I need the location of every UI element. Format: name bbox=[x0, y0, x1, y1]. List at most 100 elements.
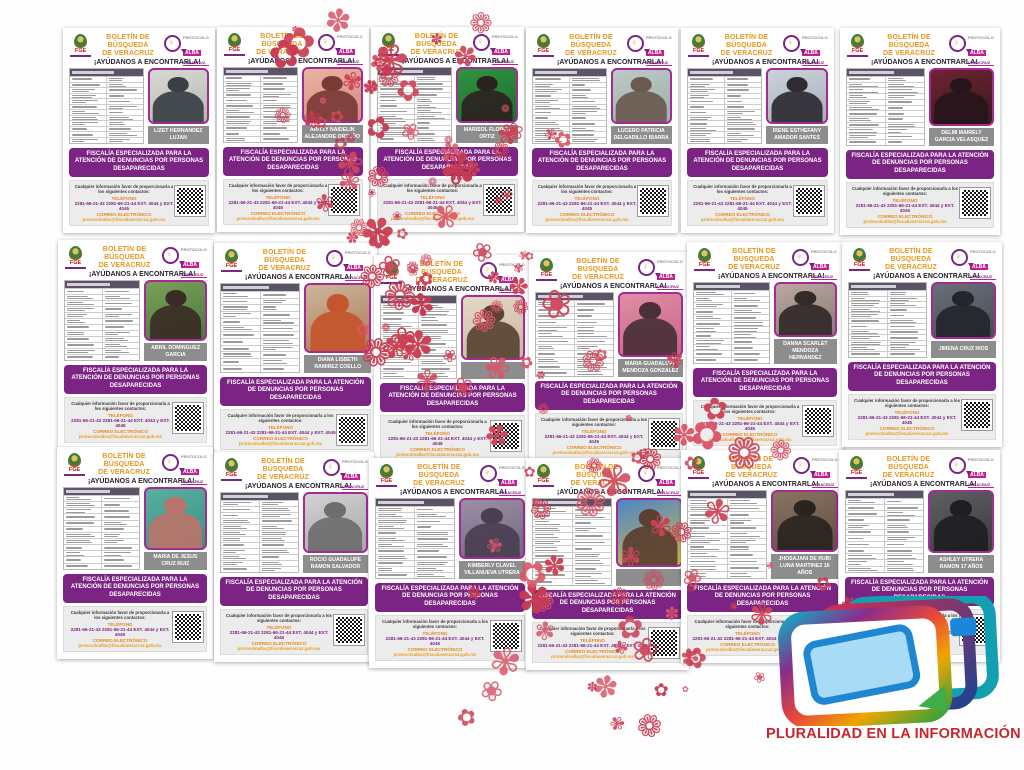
victim-name: MARIA DE JESUS CRUZ RUIZ bbox=[143, 551, 207, 570]
email-address: protocoloalba@fiscaliaveracruz.gob.mx bbox=[82, 217, 166, 222]
alba-pin-tail bbox=[178, 261, 185, 266]
pluralidad-logo: PLURALIDAD EN LA INFORMACIÓN bbox=[766, 591, 1021, 754]
fge-bar bbox=[536, 279, 557, 282]
phone-label: TELÉFONO bbox=[107, 621, 133, 627]
contact-box: Cualquier información favor de proporcio… bbox=[848, 394, 996, 440]
bulletin-header: FGE BOLETÍN DE BÚSQUEDA DE VERACRUZ ¡AYÚD… bbox=[846, 34, 994, 66]
email-label: CORREO ELECTRÓNICO bbox=[720, 642, 775, 647]
fge-crest-icon bbox=[540, 258, 553, 272]
victim-name: LIZET HERNANDEZ LUJAN bbox=[147, 125, 209, 144]
table-row bbox=[694, 338, 769, 345]
phone-numbers: 2281-66-21-43 2281-66-21-44 EXT. 4044 y … bbox=[383, 199, 482, 210]
protocolo-alba-logo: PROTOCOLO ALBA VERACRUZ bbox=[951, 249, 996, 280]
table-row bbox=[65, 341, 140, 348]
flower-icon: ✾ bbox=[605, 710, 630, 737]
table-row bbox=[221, 317, 300, 325]
missing-person-bulletin: FGE BOLETÍN DE BÚSQUEDA DE VERACRUZ ¡AYÚD… bbox=[529, 252, 689, 466]
photo-column: MARISOL FLORES ORTIZ bbox=[456, 67, 518, 143]
phone-label: TELÉFONO bbox=[894, 409, 920, 415]
fge-label: FGE bbox=[385, 275, 398, 281]
alba-wordmark: PROTOCOLO ALBA VERACRUZ bbox=[811, 249, 837, 280]
email-label: CORREO ELECTRÓNICO bbox=[407, 647, 463, 652]
alba-wordmark: PROTOCOLO ALBA VERACRUZ bbox=[812, 457, 838, 488]
victim-photo bbox=[617, 292, 683, 357]
table-row bbox=[378, 136, 452, 142]
table-row bbox=[64, 531, 139, 538]
alba-wordmark: PROTOCOLO ALBA VERACRUZ bbox=[970, 249, 996, 280]
fge-logo: FGE bbox=[694, 248, 715, 272]
table-row bbox=[533, 125, 606, 132]
phone-label: TELÉFONO bbox=[579, 637, 605, 643]
fge-logo: FGE bbox=[224, 33, 245, 57]
protocolo-alba-logo: PROTOCOLO ALBA VERACRUZ bbox=[949, 35, 994, 66]
table-row bbox=[376, 517, 454, 524]
table-row bbox=[694, 326, 769, 333]
alba-pin-tail bbox=[180, 49, 187, 54]
table-row bbox=[688, 137, 762, 143]
qr-code-icon bbox=[172, 611, 204, 643]
details-table-header bbox=[533, 499, 612, 506]
details-table bbox=[64, 280, 141, 361]
alba-pin-tail bbox=[809, 471, 816, 476]
victim-photo bbox=[143, 487, 207, 550]
table-row bbox=[224, 91, 297, 98]
bulletin-titles: BOLETÍN DE BÚSQUEDA DE VERACRUZ ¡AYÚDANOS… bbox=[871, 34, 978, 66]
bulletin-titles: BOLETÍN DE BÚSQUEDA DE VERACRUZ ¡AYÚDANOS… bbox=[560, 258, 667, 290]
table-row bbox=[847, 81, 924, 88]
table-row bbox=[70, 87, 143, 93]
fge-label: FGE bbox=[537, 48, 550, 54]
table-row bbox=[536, 356, 613, 363]
missing-person-bulletin: FGE BOLETÍN DE BÚSQUEDA DE VERACRUZ ¡AYÚD… bbox=[687, 242, 843, 453]
table-row bbox=[688, 524, 767, 532]
alba-pin-icon bbox=[793, 457, 810, 474]
photo-column: DANNA SCARLET MENDOZA HERNANDEZ bbox=[773, 282, 837, 364]
alba-pin-icon bbox=[326, 250, 343, 267]
fge-logo: FGE bbox=[378, 33, 399, 57]
table-row bbox=[536, 318, 613, 326]
table-row bbox=[65, 293, 140, 300]
table-row bbox=[221, 511, 298, 518]
qr-code-icon bbox=[172, 402, 204, 434]
table-row bbox=[381, 303, 457, 310]
table-row bbox=[70, 114, 143, 121]
protocolo-alba-logo: PROTOCOLO ALBA VERACRUZ bbox=[638, 259, 683, 290]
fiscalia-banner: FISCALÍA ESPECIALIZADA PARA LA ATENCIÓN … bbox=[375, 582, 525, 612]
victim-photo bbox=[928, 490, 994, 553]
table-row bbox=[381, 315, 457, 322]
photo-column bbox=[461, 295, 525, 379]
fge-logo: FGE bbox=[846, 456, 867, 480]
fiscalia-banner: FISCALÍA ESPECIALIZADA PARA LA ATENCIÓN … bbox=[687, 147, 828, 177]
table-row bbox=[846, 528, 924, 535]
alba-pin-tail bbox=[967, 263, 974, 268]
qr-code-icon bbox=[336, 414, 368, 446]
bulletin-header: FGE BOLETÍN DE BÚSQUEDA DE VERACRUZ ¡AYÚD… bbox=[220, 458, 368, 490]
qr-code-icon bbox=[483, 184, 515, 216]
table-row bbox=[64, 537, 139, 545]
fge-bar bbox=[224, 54, 245, 57]
victim-photo bbox=[771, 490, 838, 552]
table-row bbox=[847, 76, 924, 82]
table-row bbox=[536, 325, 613, 332]
table-row bbox=[224, 80, 297, 87]
fge-bar bbox=[847, 55, 868, 58]
table-row bbox=[376, 506, 454, 512]
contact-note: Cualquier información favor de proporcio… bbox=[853, 398, 960, 408]
fge-label: FGE bbox=[225, 472, 238, 478]
email-address: protocoloalba@fiscaliaveracruz.gob.mx bbox=[545, 217, 629, 222]
missing-person-bulletin: FGE BOLETÍN DE BÚSQUEDA DE VERACRUZ ¡AYÚD… bbox=[214, 452, 374, 662]
fge-bar bbox=[221, 479, 242, 482]
victim-photo bbox=[766, 68, 828, 124]
bulletin-titles: BOLETÍN DE BÚSQUEDA DE VERACRUZ ¡AYÚDANOS… bbox=[712, 34, 819, 66]
table-row bbox=[694, 308, 769, 315]
table-row bbox=[688, 511, 767, 518]
details-table bbox=[848, 282, 927, 358]
table-row bbox=[533, 538, 612, 546]
fge-bar bbox=[376, 485, 397, 488]
table-row bbox=[688, 517, 767, 525]
contact-box: Cualquier información favor de proporcio… bbox=[377, 179, 518, 225]
email-address: protocoloalba@fiscaliaveracruz.gob.mx bbox=[238, 441, 323, 446]
bulletin-title: BOLETÍN DE BÚSQUEDA DE VERACRUZ bbox=[410, 33, 463, 56]
table-row bbox=[688, 537, 767, 545]
details-table bbox=[687, 490, 768, 579]
